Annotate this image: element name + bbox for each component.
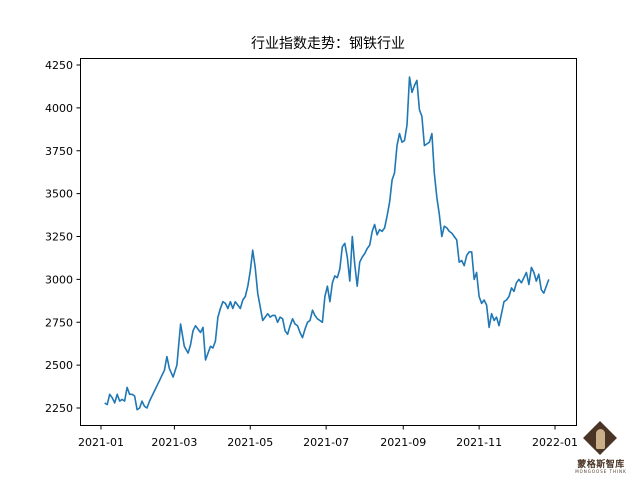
y-tick-label: 3750	[45, 145, 73, 158]
mongoose-figure-icon	[596, 429, 605, 449]
y-tick-label: 4250	[45, 59, 73, 72]
plot-frame	[80, 58, 577, 426]
y-tick-label: 3000	[45, 273, 73, 286]
watermark-logo: 蒙格斯智库 MONGOOSE THINK	[566, 420, 636, 478]
x-tick-label: 2021-11	[456, 436, 502, 449]
x-tick-label: 2021-05	[227, 436, 273, 449]
x-axis: 2021-01 2021-03 2021-05 2021-07 2021-09 2021-…	[78, 425, 578, 449]
x-tick-label: 2022-01	[532, 436, 578, 449]
x-tick-label: 2021-01	[78, 436, 124, 449]
y-tick-label: 4000	[45, 102, 73, 115]
y-tick-label: 2500	[45, 359, 73, 372]
x-tick-label: 2021-07	[303, 436, 349, 449]
x-tick-label: 2021-09	[380, 436, 426, 449]
watermark-name-en: MONGOOSE THINK	[575, 469, 627, 474]
y-tick-label: 3500	[45, 188, 73, 201]
y-tick-label: 3250	[45, 231, 73, 244]
y-tick-label: 2750	[45, 316, 73, 329]
series-line	[104, 76, 550, 411]
series-polyline	[104, 76, 550, 411]
y-tick-label: 2250	[45, 402, 73, 415]
chart-title: 行业指数走势：钢铁行业	[251, 36, 405, 52]
y-axis: 2250 2500 2750 3000 3250 3500 3750 4000 4250	[45, 59, 81, 415]
x-tick-label: 2021-03	[151, 436, 197, 449]
watermark-name-cn: 蒙格斯智库	[577, 460, 625, 470]
